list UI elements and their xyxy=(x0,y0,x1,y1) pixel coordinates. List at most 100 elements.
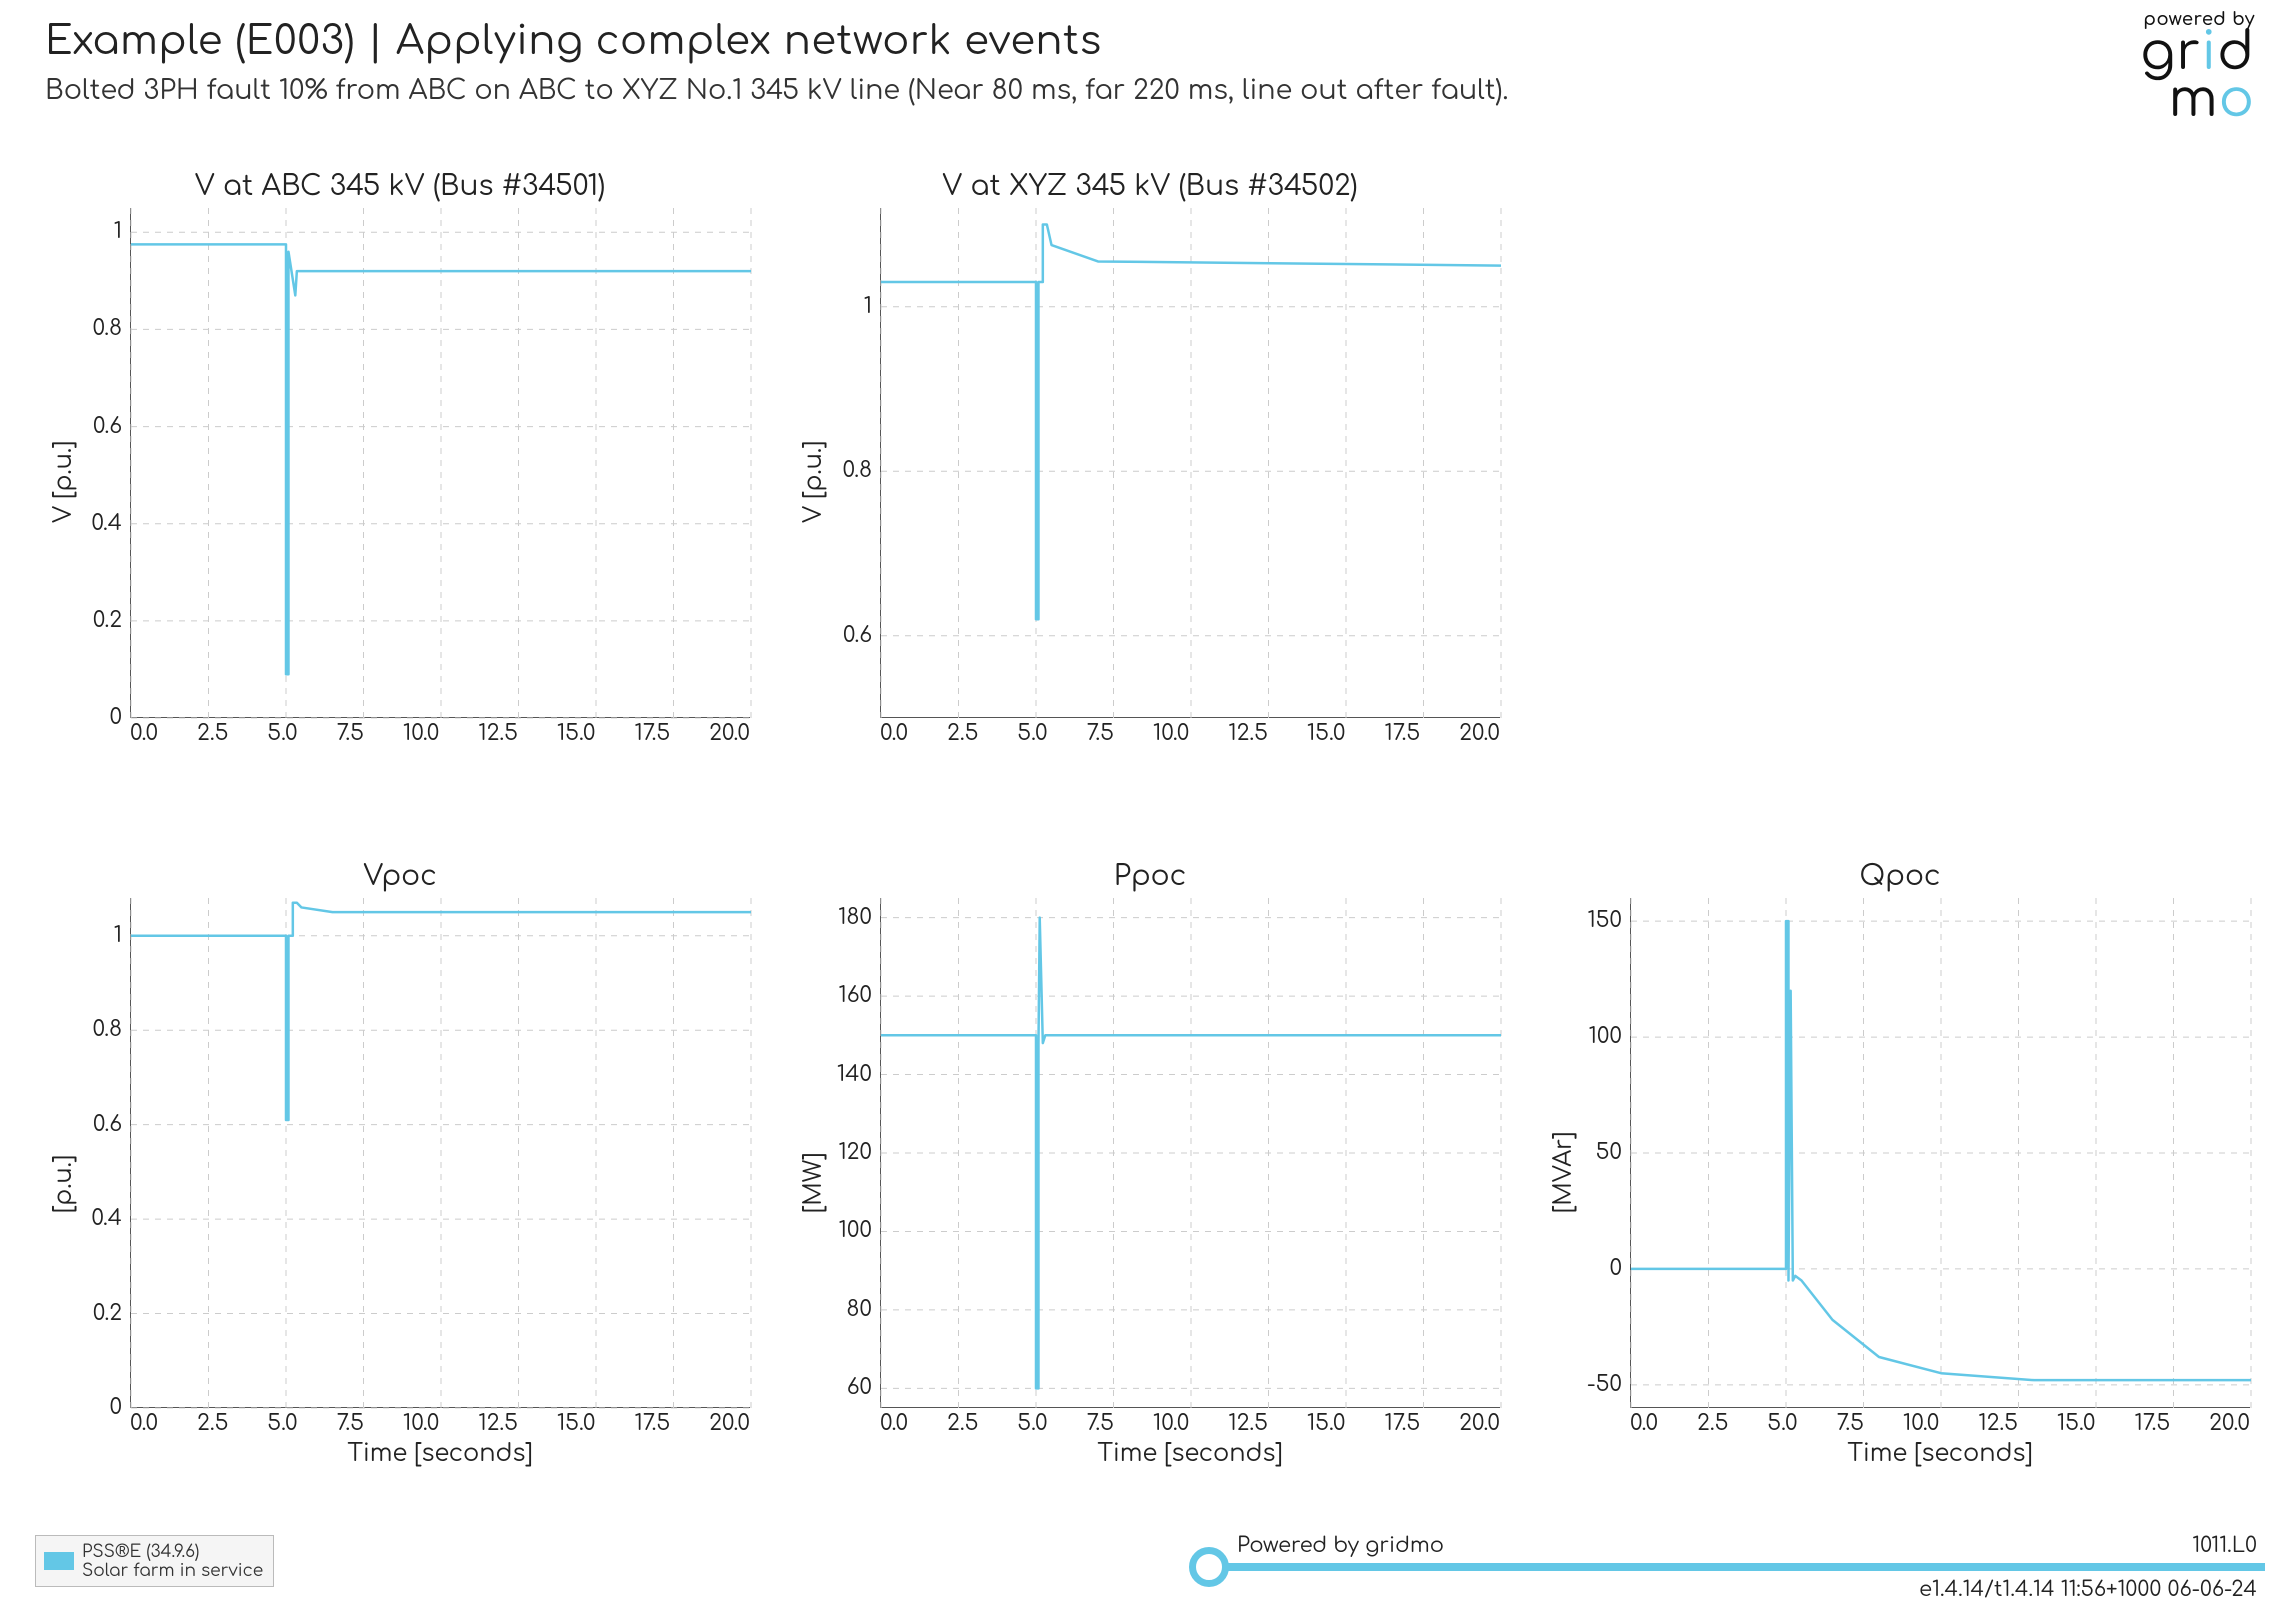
y-tick: 100 xyxy=(780,1219,872,1243)
chart-body: V [p.u.]0.60.810.02.55.07.510.012.515.01… xyxy=(780,208,1520,746)
x-tick: 7.5 xyxy=(336,722,364,746)
x-axis-label: Time [seconds] xyxy=(880,1440,1500,1467)
x-tick: 20.0 xyxy=(2209,1412,2250,1436)
x-tick: 15.0 xyxy=(2057,1412,2096,1436)
y-tick: 150 xyxy=(1530,909,1622,933)
y-tick: 100 xyxy=(1530,1025,1622,1049)
x-tick: 0.0 xyxy=(880,1412,908,1436)
y-tick: 80 xyxy=(780,1298,872,1322)
footer-powered-by: Powered by gridmo xyxy=(1237,1533,1444,1557)
x-tick: 2.5 xyxy=(197,1412,228,1436)
x-tick: 7.5 xyxy=(336,1412,364,1436)
page-title: Example (E003) | Applying complex networ… xyxy=(45,20,1508,64)
legend-text: PSS®E (34.9.6) Solar farm in service xyxy=(82,1542,263,1580)
y-tick: 0 xyxy=(1530,1257,1622,1281)
legend: PSS®E (34.9.6) Solar farm in service xyxy=(35,1535,274,1587)
y-tick: 60 xyxy=(780,1376,872,1400)
chart-title: Qpoc xyxy=(1530,860,2270,892)
plot-area xyxy=(1630,898,2250,1408)
x-tick: 5.0 xyxy=(267,1412,297,1436)
x-tick: 2.5 xyxy=(947,1412,978,1436)
y-tick: 0.6 xyxy=(30,1113,122,1137)
y-tick: 0 xyxy=(30,706,122,730)
x-tick: 15.0 xyxy=(1307,722,1346,746)
chart-title: Ppoc xyxy=(780,860,1520,892)
x-tick: 5.0 xyxy=(1767,1412,1797,1436)
x-tick: 10.0 xyxy=(1153,722,1189,746)
plot-area xyxy=(880,208,1500,718)
x-tick: 7.5 xyxy=(1836,1412,1864,1436)
page-subtitle: Bolted 3PH fault 10% from ABC on ABC to … xyxy=(45,76,1508,106)
x-tick: 17.5 xyxy=(1384,722,1420,746)
plot-area xyxy=(130,208,750,718)
x-tick: 5.0 xyxy=(1017,722,1047,746)
y-tick: 1 xyxy=(30,924,122,948)
x-tick: 20.0 xyxy=(1459,1412,1500,1436)
x-tick: 0.0 xyxy=(130,1412,158,1436)
header: Example (E003) | Applying complex networ… xyxy=(45,20,1508,106)
chart-empty xyxy=(1530,170,2270,810)
x-tick: 5.0 xyxy=(267,722,297,746)
x-tick: 17.5 xyxy=(2134,1412,2170,1436)
x-tick: 0.0 xyxy=(130,722,158,746)
x-tick: 15.0 xyxy=(557,722,596,746)
y-tick: 1 xyxy=(30,220,122,244)
x-tick: 10.0 xyxy=(403,1412,439,1436)
chart-title: V at ABC 345 kV (Bus #34501) xyxy=(30,170,770,202)
y-tick: 0.6 xyxy=(30,415,122,439)
x-ticks: 0.02.55.07.510.012.515.017.520.0 xyxy=(130,718,750,746)
y-tick: 0.8 xyxy=(780,459,872,483)
logo-text: m xyxy=(2169,71,2219,129)
y-tick: 120 xyxy=(780,1141,872,1165)
x-tick: 10.0 xyxy=(1903,1412,1939,1436)
x-tick: 20.0 xyxy=(709,722,750,746)
legend-swatch xyxy=(44,1552,74,1570)
x-tick: 2.5 xyxy=(947,722,978,746)
y-tick: 1 xyxy=(780,295,872,319)
y-tick: 50 xyxy=(1530,1141,1622,1165)
plot-area xyxy=(880,898,1500,1408)
y-tick: 0.8 xyxy=(30,317,122,341)
y-tick: 0.4 xyxy=(30,512,122,536)
x-tick: 17.5 xyxy=(634,1412,670,1436)
x-tick: 10.0 xyxy=(1153,1412,1189,1436)
footer-circle-icon xyxy=(1189,1547,1229,1587)
x-tick: 17.5 xyxy=(634,722,670,746)
chart-title: Vpoc xyxy=(30,860,770,892)
x-tick: 17.5 xyxy=(1384,1412,1420,1436)
chart-body: V [p.u.]00.20.40.60.810.02.55.07.510.012… xyxy=(30,208,770,746)
y-tick: 0.8 xyxy=(30,1018,122,1042)
x-tick: 15.0 xyxy=(557,1412,596,1436)
y-axis-label: [p.u.] xyxy=(50,1155,77,1213)
chart-body: [p.u.]00.20.40.60.810.02.55.07.510.012.5… xyxy=(30,898,770,1467)
y-tick: 0.6 xyxy=(780,624,872,648)
x-tick: 20.0 xyxy=(1459,722,1500,746)
footer-code: 1011.L0 xyxy=(2192,1533,2257,1557)
y-tick: 0.2 xyxy=(30,1302,122,1326)
x-ticks: 0.02.55.07.510.012.515.017.520.0 xyxy=(1630,1408,2250,1436)
x-ticks: 0.02.55.07.510.012.515.017.520.0 xyxy=(880,1408,1500,1436)
x-tick: 7.5 xyxy=(1086,1412,1114,1436)
x-tick: 12.5 xyxy=(478,1412,518,1436)
x-tick: 0.0 xyxy=(1630,1412,1658,1436)
chart-v_abc: V at ABC 345 kV (Bus #34501)V [p.u.]00.2… xyxy=(30,170,770,810)
footer-version: e1.4.14/t1.4.14 11:56+1000 06-06-24 xyxy=(1919,1577,2257,1601)
y-tick: 140 xyxy=(780,1063,872,1087)
x-tick: 12.5 xyxy=(1228,1412,1268,1436)
legend-line: PSS®E (34.9.6) xyxy=(82,1542,263,1561)
y-tick: 0.2 xyxy=(30,609,122,633)
x-tick: 0.0 xyxy=(880,722,908,746)
x-axis-label: Time [seconds] xyxy=(130,1440,750,1467)
chart-title: V at XYZ 345 kV (Bus #34502) xyxy=(780,170,1520,202)
chart-body: [MVAr]-500501001500.02.55.07.510.012.515… xyxy=(1530,898,2270,1467)
chart-v_xyz: V at XYZ 345 kV (Bus #34502)V [p.u.]0.60… xyxy=(780,170,1520,810)
footer: Powered by gridmo 1011.L0 e1.4.14/t1.4.1… xyxy=(1189,1547,2265,1587)
x-ticks: 0.02.55.07.510.012.515.017.520.0 xyxy=(130,1408,750,1436)
logo-text-accent: o xyxy=(2219,71,2255,129)
logo: powered by gridmo xyxy=(2140,10,2255,124)
x-tick: 15.0 xyxy=(1307,1412,1346,1436)
y-tick: 180 xyxy=(780,906,872,930)
chart-grid: V at ABC 345 kV (Bus #34501)V [p.u.]00.2… xyxy=(30,170,2270,1500)
x-tick: 7.5 xyxy=(1086,722,1114,746)
y-tick: 160 xyxy=(780,984,872,1008)
